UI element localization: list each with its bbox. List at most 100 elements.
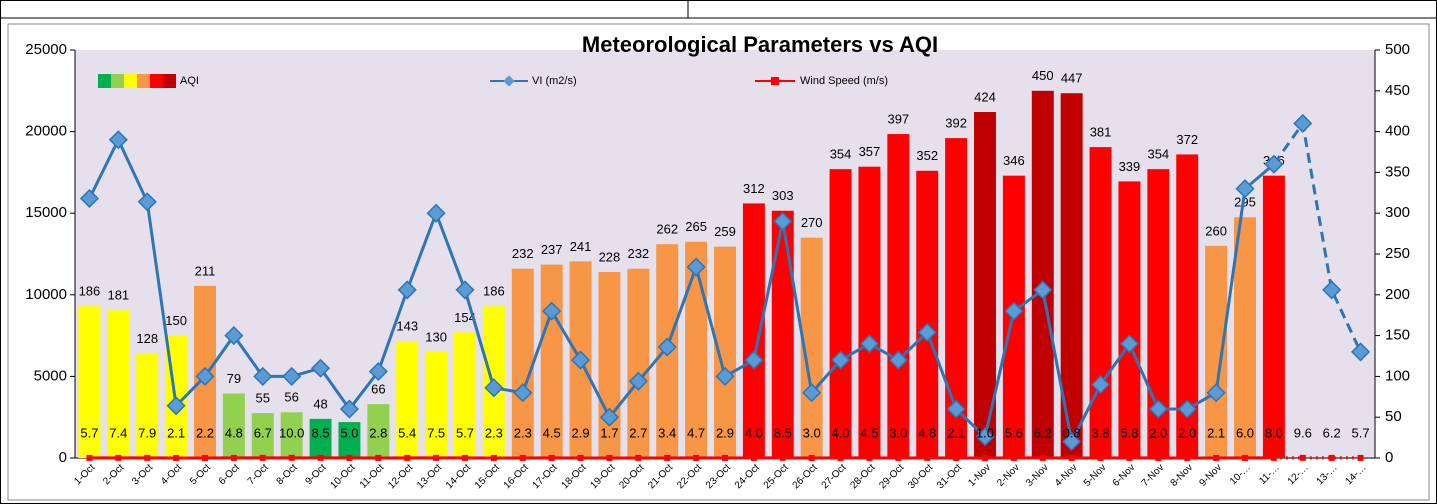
wind-label: 2.8 — [369, 425, 387, 440]
vi-marker — [802, 383, 822, 403]
aqi-label: 303 — [772, 188, 794, 203]
chart-title: Meteorological Parameters vs AQI — [582, 32, 938, 57]
wind-label: 2.7 — [629, 425, 647, 440]
legend-swatch — [124, 74, 137, 88]
aqi-bar — [685, 241, 708, 458]
vi-marker — [859, 334, 879, 354]
wind-marker — [664, 454, 671, 461]
aqi-label: 295 — [1234, 195, 1256, 210]
wind-marker — [1299, 454, 1306, 461]
y-tick-label: 15000 — [25, 204, 67, 221]
aqi-label: 397 — [887, 111, 909, 126]
vi-marker — [888, 350, 908, 370]
wind-marker — [606, 454, 613, 461]
vi-marker — [1264, 154, 1284, 174]
wind-label: 5.7 — [456, 425, 474, 440]
vi-marker — [715, 366, 735, 386]
legend-swatch — [137, 74, 150, 88]
y2-tick-label: 250 — [1385, 245, 1410, 262]
legend-marker — [771, 77, 779, 85]
wind-marker — [86, 454, 93, 461]
y2-tick-label: 450 — [1385, 82, 1410, 99]
wind-marker — [1097, 454, 1104, 461]
wind-label: 4.0 — [745, 425, 763, 440]
aqi-label: 270 — [801, 215, 823, 230]
aqi-bar — [945, 138, 968, 459]
wind-label: 4.8 — [225, 425, 243, 440]
aqi-label: 372 — [1176, 132, 1198, 147]
wind-label: 4.7 — [687, 425, 705, 440]
wind-marker — [1242, 454, 1248, 461]
y-tick-label: 10000 — [25, 286, 67, 303]
aqi-label: 259 — [714, 224, 736, 239]
wind-label: 2.1 — [167, 425, 185, 440]
aqi-label: 262 — [656, 222, 678, 237]
wind-label: 3.0 — [889, 425, 907, 440]
aqi-bar — [858, 166, 881, 459]
legend-label: AQI — [180, 75, 199, 87]
wind-marker — [1126, 454, 1133, 461]
aqi-label: 232 — [627, 246, 649, 261]
aqi-label: 211 — [195, 263, 216, 278]
vi-marker — [195, 366, 215, 386]
vi-marker — [831, 350, 851, 370]
wind-marker — [1357, 454, 1364, 461]
aqi-bar — [454, 332, 476, 458]
y2-tick-label: 400 — [1385, 123, 1410, 140]
aqi-label: 181 — [107, 288, 129, 303]
vi-marker — [571, 350, 591, 370]
vi-marker — [542, 301, 562, 321]
vi-marker — [1119, 334, 1139, 354]
aqi-bar — [1176, 154, 1199, 458]
wind-marker — [866, 454, 873, 461]
vi-marker — [108, 130, 128, 150]
wind-label: 1.7 — [600, 425, 618, 440]
aqi-label: 143 — [396, 319, 418, 334]
y-tick-label: 25000 — [25, 41, 67, 58]
aqi-label: 312 — [743, 181, 765, 196]
wind-label: 2.9 — [572, 425, 590, 440]
wind-label: 10.0 — [279, 425, 304, 440]
wind-marker — [1068, 454, 1075, 461]
vi-marker — [628, 371, 648, 391]
aqi-label: 354 — [1147, 147, 1169, 162]
aqi-bar — [1060, 93, 1083, 459]
y-tick-label: 0 — [59, 449, 67, 466]
wind-marker — [548, 454, 555, 461]
wind-marker — [490, 454, 497, 461]
wind-label: 0.8 — [1063, 425, 1081, 440]
vi-marker — [773, 211, 793, 231]
vi-marker — [137, 192, 157, 212]
wind-label: 5.0 — [340, 425, 358, 440]
aqi-label: 232 — [512, 246, 534, 261]
wind-marker — [750, 454, 757, 461]
aqi-label: 79 — [227, 371, 241, 386]
wind-label: 4.5 — [543, 425, 561, 440]
aqi-bar — [136, 353, 159, 458]
vi-marker — [311, 358, 331, 378]
aqi-label: 392 — [945, 116, 967, 131]
aqi-bar — [800, 237, 823, 458]
vi-marker — [1177, 399, 1197, 419]
aqi-label: 186 — [483, 284, 505, 299]
vi-marker — [657, 337, 677, 357]
aqi-label: 260 — [1205, 223, 1227, 238]
wind-label: 6.2 — [1323, 425, 1341, 440]
y2-tick-label: 50 — [1385, 408, 1402, 425]
wind-marker — [635, 454, 642, 461]
vi-marker — [455, 280, 475, 300]
aqi-label: 346 — [1003, 153, 1025, 168]
y2-tick-label: 0 — [1385, 449, 1393, 466]
y2-tick-label: 100 — [1385, 367, 1410, 384]
wind-marker — [1328, 454, 1335, 461]
wind-marker — [404, 454, 411, 461]
aqi-bar — [916, 170, 939, 458]
wind-marker — [808, 454, 815, 461]
vi-marker — [282, 366, 302, 386]
aqi-bar — [367, 404, 390, 458]
aqi-label: 66 — [371, 382, 385, 397]
vi-marker — [79, 188, 99, 209]
wind-marker — [982, 454, 988, 461]
vi-marker — [744, 350, 764, 370]
